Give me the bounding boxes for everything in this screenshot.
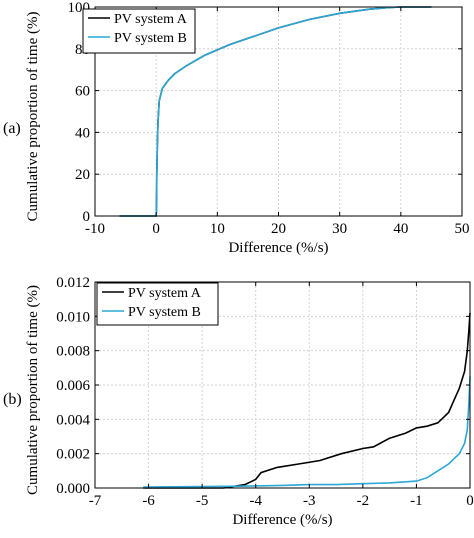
x-tick-label: 0: [152, 221, 160, 237]
legend-label-a: PV system A: [114, 12, 188, 27]
x-tick-label: 0: [466, 493, 474, 509]
x-tick-label: 10: [210, 221, 225, 237]
series-line-a: [143, 312, 471, 489]
y-tick-label: 0: [83, 209, 91, 225]
series-line-b: [143, 376, 471, 488]
x-axis-label: Difference (%/s): [228, 240, 328, 256]
y-tick-label: 0.000: [56, 481, 90, 497]
legend-label-b: PV system B: [128, 305, 201, 320]
y-tick-label: 60: [75, 84, 90, 100]
legend-box: [96, 282, 219, 326]
x-axis-label: Difference (%/s): [232, 512, 332, 528]
x-tick-label: -5: [196, 493, 209, 509]
x-tick-label: -4: [249, 493, 262, 509]
x-tick-label: 30: [332, 221, 347, 237]
y-tick-label: 0.012: [56, 275, 90, 291]
legend-box: [82, 8, 196, 54]
y-tick-label: 0.004: [56, 412, 90, 428]
legend-label-b: PV system B: [114, 31, 187, 46]
panel-label-b: (b): [3, 391, 22, 408]
y-tick-label: 0.006: [56, 378, 90, 394]
x-tick-label: -6: [142, 493, 155, 509]
x-tick-label: -1: [410, 493, 423, 509]
x-tick-label: -2: [357, 493, 370, 509]
y-axis-label: Cumulative proportion of time (%): [25, 285, 41, 495]
legend: PV system A PV system B: [82, 8, 196, 54]
y-tick-label: 0.008: [56, 344, 90, 360]
x-tick-label: 20: [271, 221, 286, 237]
y-axis-label: Cumulative proportion of time (%): [25, 12, 41, 222]
x-tick-label: 40: [393, 221, 408, 237]
y-tick-label: 40: [75, 125, 90, 141]
x-tick-label: -3: [303, 493, 316, 509]
panel-label-a: (a): [3, 120, 21, 137]
y-tick-label: 20: [75, 167, 90, 183]
chart-b: -7 -6 -5 -4 -3 -2 -1 0 0.000 0.002 0.004 0.006 0.008…: [25, 275, 474, 528]
y-tick-label: 0.010: [56, 309, 90, 325]
legend-label-a: PV system A: [128, 286, 202, 301]
series-line-b: [119, 6, 432, 217]
y-tick-label: 0.002: [56, 447, 90, 463]
x-tick-label: -10: [85, 221, 105, 237]
x-tick-label: 50: [455, 221, 470, 237]
x-tick-label: -7: [89, 493, 102, 509]
legend: PV system A PV system B: [96, 282, 219, 326]
chart-a: -1001020304050020406080100Difference (%/…: [25, 0, 470, 256]
